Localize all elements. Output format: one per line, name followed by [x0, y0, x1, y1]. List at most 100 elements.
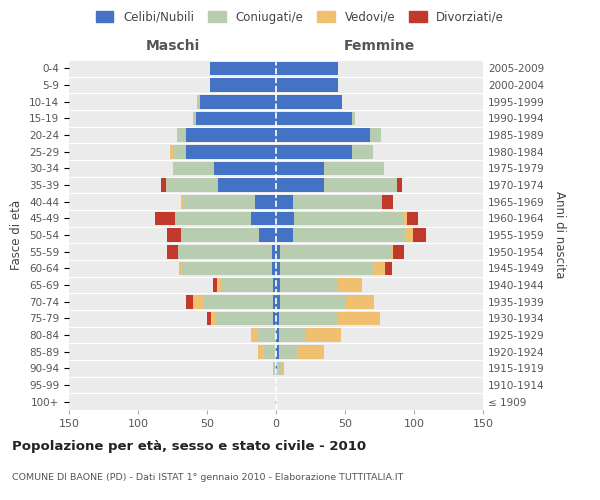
Bar [173, 162, 214, 175]
Bar [276, 328, 279, 342]
Bar [280, 245, 391, 258]
Bar [276, 112, 352, 125]
Bar [210, 62, 276, 75]
Bar [279, 312, 338, 325]
Text: Femmine: Femmine [344, 38, 415, 52]
Bar [276, 62, 338, 75]
Bar [173, 145, 187, 158]
Bar [370, 128, 381, 142]
Bar [276, 212, 294, 225]
Bar [279, 345, 296, 358]
Bar [214, 162, 276, 175]
Bar [273, 362, 276, 375]
Y-axis label: Anni di nascita: Anni di nascita [553, 192, 566, 278]
Bar [193, 112, 196, 125]
Bar [394, 245, 404, 258]
Bar [325, 162, 383, 175]
Bar [217, 278, 221, 292]
Bar [397, 178, 401, 192]
Bar [210, 78, 276, 92]
Bar [279, 328, 307, 342]
Bar [181, 228, 259, 242]
Bar [294, 212, 404, 225]
Bar [166, 178, 218, 192]
Bar [207, 312, 211, 325]
Bar [276, 95, 342, 108]
Bar [276, 362, 277, 375]
Bar [276, 162, 325, 175]
Bar [258, 328, 276, 342]
Y-axis label: Fasce di età: Fasce di età [10, 200, 23, 270]
Bar [280, 295, 346, 308]
Bar [276, 195, 293, 208]
Bar [251, 328, 258, 342]
Bar [276, 128, 370, 142]
Bar [277, 362, 281, 375]
Bar [293, 228, 406, 242]
Bar [307, 328, 341, 342]
Bar [170, 145, 173, 158]
Bar [346, 295, 374, 308]
Bar [276, 178, 325, 192]
Bar [204, 295, 273, 308]
Bar [406, 228, 413, 242]
Bar [276, 228, 293, 242]
Bar [182, 262, 272, 275]
Bar [404, 212, 407, 225]
Bar [211, 312, 215, 325]
Text: Maschi: Maschi [145, 38, 200, 52]
Bar [338, 278, 362, 292]
Bar [276, 295, 280, 308]
Bar [221, 278, 273, 292]
Bar [281, 362, 284, 375]
Bar [184, 195, 256, 208]
Bar [251, 212, 276, 225]
Bar [276, 278, 280, 292]
Bar [280, 262, 374, 275]
Bar [413, 228, 427, 242]
Bar [258, 345, 263, 358]
Bar [196, 112, 276, 125]
Bar [215, 312, 273, 325]
Bar [200, 95, 276, 108]
Bar [273, 312, 276, 325]
Bar [259, 228, 276, 242]
Bar [296, 345, 325, 358]
Bar [218, 178, 276, 192]
Bar [273, 295, 276, 308]
Text: Popolazione per età, sesso e stato civile - 2010: Popolazione per età, sesso e stato civil… [12, 440, 366, 453]
Bar [212, 278, 217, 292]
Bar [187, 145, 276, 158]
Legend: Celibi/Nubili, Coniugati/e, Vedovi/e, Divorziati/e: Celibi/Nubili, Coniugati/e, Vedovi/e, Di… [91, 6, 509, 28]
Bar [167, 245, 178, 258]
Bar [176, 128, 187, 142]
Bar [293, 195, 382, 208]
Bar [352, 145, 373, 158]
Bar [181, 195, 184, 208]
Bar [272, 262, 276, 275]
Bar [167, 228, 181, 242]
Bar [280, 278, 338, 292]
Bar [325, 178, 397, 192]
Bar [155, 212, 175, 225]
Bar [374, 262, 385, 275]
Bar [352, 112, 355, 125]
Bar [276, 245, 280, 258]
Bar [407, 212, 418, 225]
Bar [187, 128, 276, 142]
Bar [197, 95, 200, 108]
Bar [276, 145, 352, 158]
Bar [193, 295, 204, 308]
Bar [275, 395, 276, 408]
Bar [186, 295, 193, 308]
Bar [175, 212, 251, 225]
Text: COMUNE DI BAONE (PD) - Dati ISTAT 1° gennaio 2010 - Elaborazione TUTTITALIA.IT: COMUNE DI BAONE (PD) - Dati ISTAT 1° gen… [12, 473, 403, 482]
Bar [338, 312, 380, 325]
Bar [385, 262, 392, 275]
Bar [256, 195, 276, 208]
Bar [161, 178, 166, 192]
Bar [273, 278, 276, 292]
Bar [276, 262, 280, 275]
Bar [178, 245, 272, 258]
Bar [382, 195, 394, 208]
